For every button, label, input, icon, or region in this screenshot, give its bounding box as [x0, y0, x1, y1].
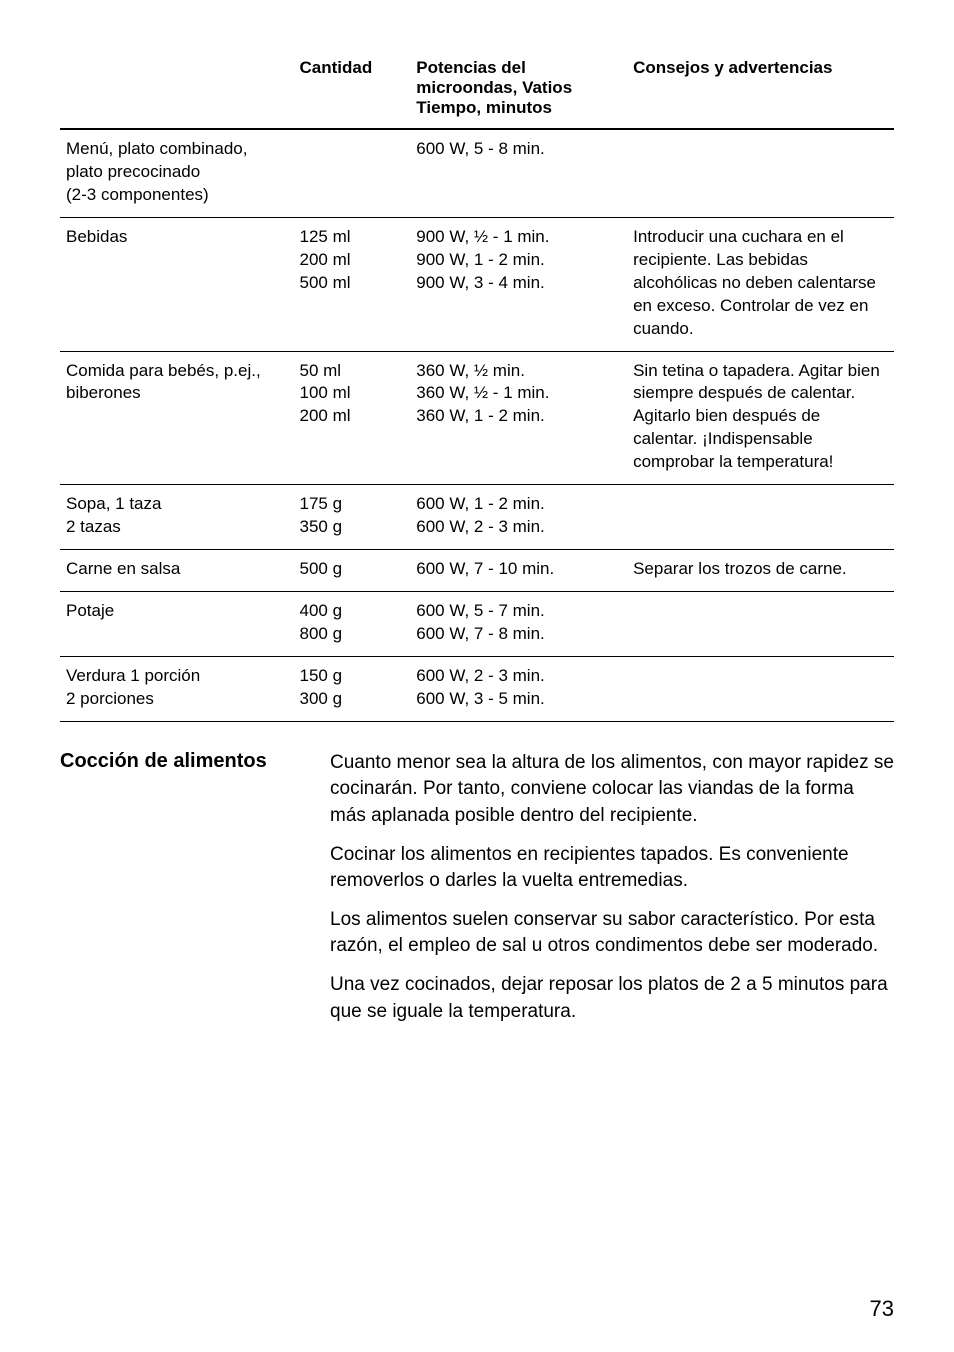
cell-consejos [627, 656, 894, 721]
cell-potencias: 600 W, 2 - 3 min. 600 W, 3 - 5 min. [410, 656, 627, 721]
cell-potencias: 600 W, 5 - 7 min. 600 W, 7 - 8 min. [410, 592, 627, 657]
cell-potencias: 900 W, ½ - 1 min. 900 W, 1 - 2 min. 900 … [410, 217, 627, 351]
cell-item: Comida para bebés, p.ej., biberones [60, 351, 294, 485]
section-paragraph: Una vez cocinados, dejar reposar los pla… [330, 972, 894, 1025]
col-header-consejos: Consejos y advertencias [627, 50, 894, 129]
cell-cantidad: 400 g 800 g [294, 592, 411, 657]
section-title: Cocción de alimentos [60, 750, 300, 1037]
section-body: Cuanto menor sea la altura de los alimen… [330, 750, 894, 1037]
cell-item: Bebidas [60, 217, 294, 351]
cell-consejos [627, 129, 894, 217]
table-row: Carne en salsa 500 g 600 W, 7 - 10 min. … [60, 550, 894, 592]
cell-consejos [627, 485, 894, 550]
cell-cantidad: 150 g 300 g [294, 656, 411, 721]
cell-consejos: Separar los trozos de carne. [627, 550, 894, 592]
cooking-section: Cocción de alimentos Cuanto menor sea la… [60, 750, 894, 1037]
table-row: Verdura 1 porción 2 porciones 150 g 300 … [60, 656, 894, 721]
col-header-cantidad: Cantidad [294, 50, 411, 129]
col-header-potencias: Potencias del microondas, Vatios Tiempo,… [410, 50, 627, 129]
cell-consejos: Introducir una cuchara en el recipiente.… [627, 217, 894, 351]
section-paragraph: Cuanto menor sea la altura de los alimen… [330, 750, 894, 830]
table-row: Bebidas 125 ml 200 ml 500 ml 900 W, ½ - … [60, 217, 894, 351]
col-header-item [60, 50, 294, 129]
cell-item: Carne en salsa [60, 550, 294, 592]
cell-potencias: 360 W, ½ min. 360 W, ½ - 1 min. 360 W, 1… [410, 351, 627, 485]
table-row: Sopa, 1 taza 2 tazas 175 g 350 g 600 W, … [60, 485, 894, 550]
microwave-table: Cantidad Potencias del microondas, Vatio… [60, 50, 894, 722]
table-row: Potaje 400 g 800 g 600 W, 5 - 7 min. 600… [60, 592, 894, 657]
section-paragraph: Cocinar los alimentos en recipientes tap… [330, 842, 894, 895]
cell-cantidad: 125 ml 200 ml 500 ml [294, 217, 411, 351]
cell-cantidad: 500 g [294, 550, 411, 592]
cell-cantidad: 175 g 350 g [294, 485, 411, 550]
cell-consejos [627, 592, 894, 657]
page-number: 73 [870, 1296, 894, 1322]
section-paragraph: Los alimentos suelen conservar su sabor … [330, 907, 894, 960]
cell-consejos: Sin tetina o tapadera. Agitar bien siemp… [627, 351, 894, 485]
cell-potencias: 600 W, 5 - 8 min. [410, 129, 627, 217]
table-row: Comida para bebés, p.ej., biberones 50 m… [60, 351, 894, 485]
cell-item: Potaje [60, 592, 294, 657]
cell-item: Verdura 1 porción 2 porciones [60, 656, 294, 721]
cell-item: Sopa, 1 taza 2 tazas [60, 485, 294, 550]
cell-potencias: 600 W, 7 - 10 min. [410, 550, 627, 592]
cell-item: Menú, plato combinado, plato precocinado… [60, 129, 294, 217]
cell-cantidad: 50 ml 100 ml 200 ml [294, 351, 411, 485]
cell-potencias: 600 W, 1 - 2 min. 600 W, 2 - 3 min. [410, 485, 627, 550]
cell-cantidad [294, 129, 411, 217]
table-row: Menú, plato combinado, plato precocinado… [60, 129, 894, 217]
